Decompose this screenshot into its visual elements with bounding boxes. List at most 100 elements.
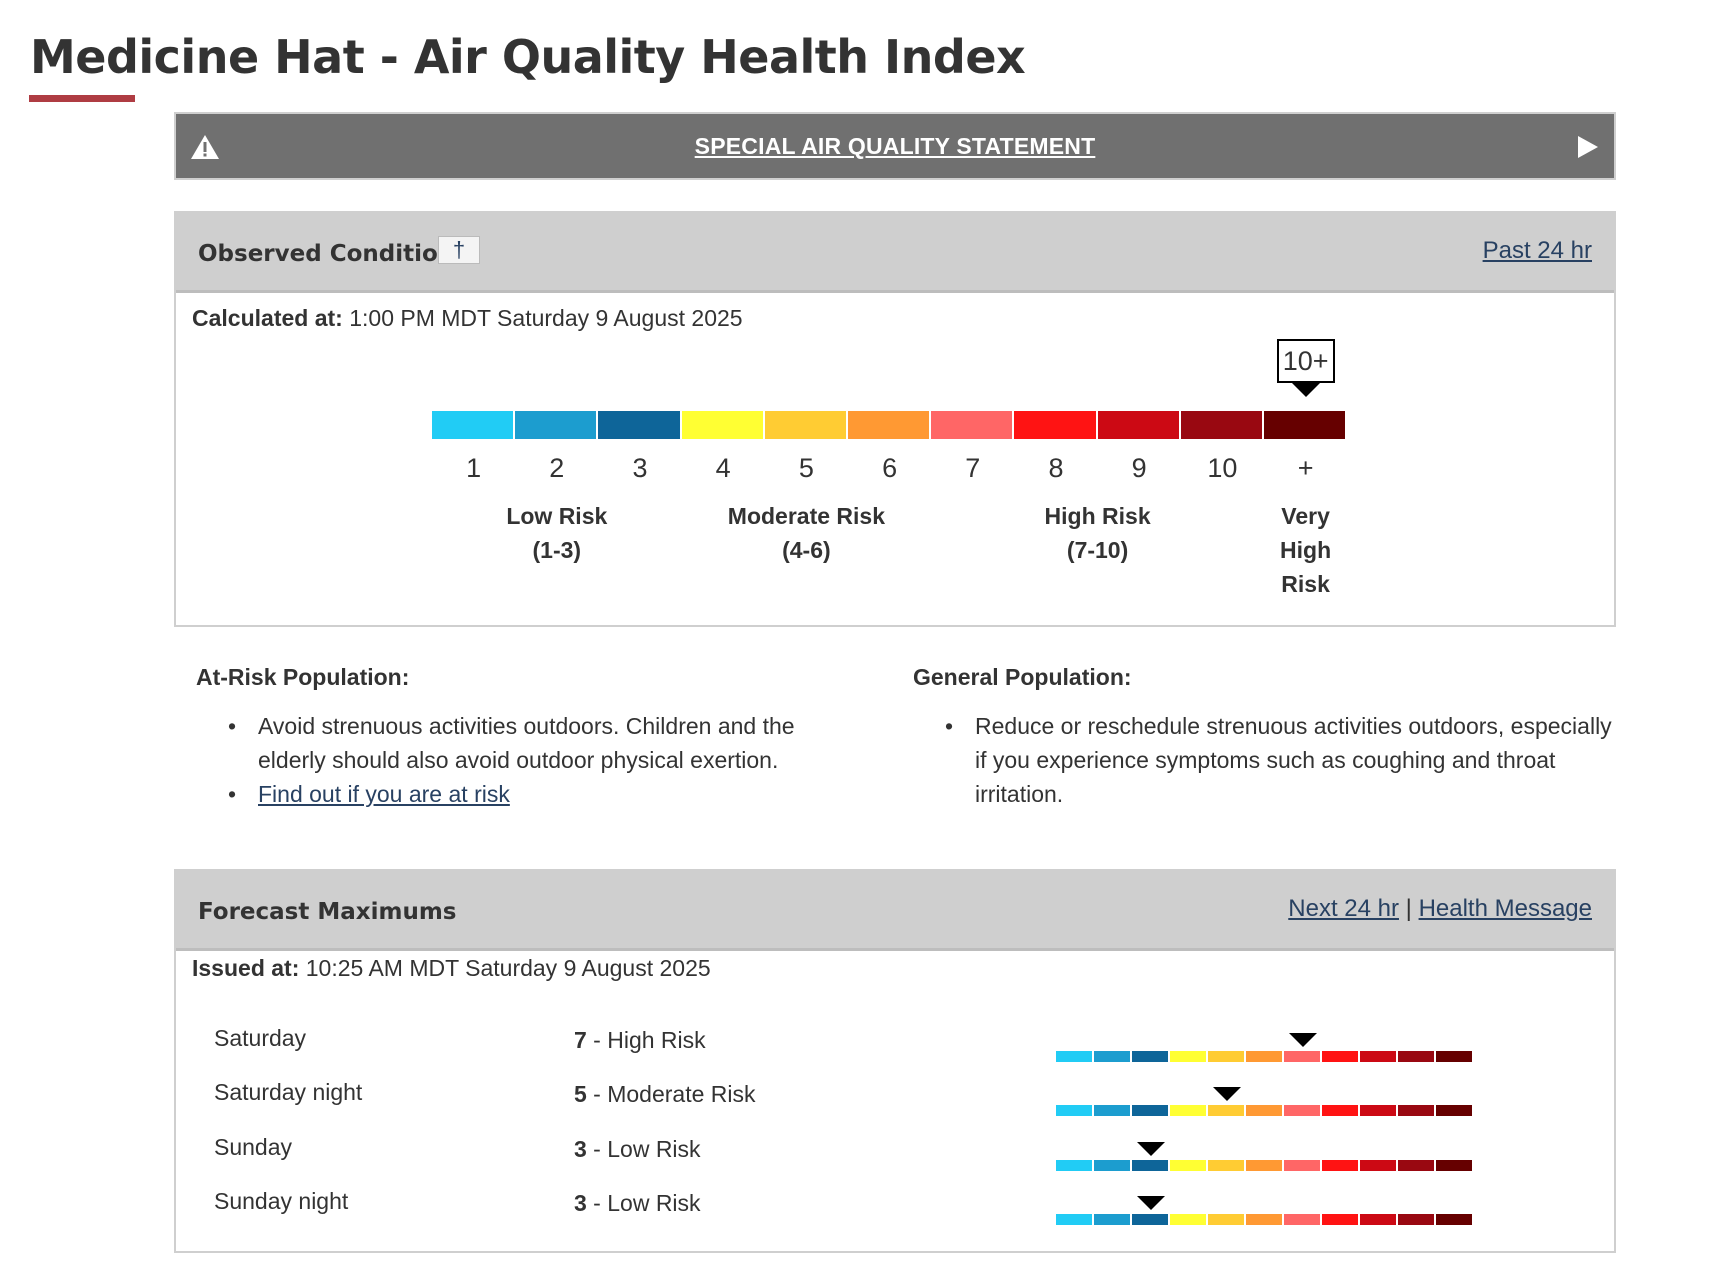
forecast-row: Sunday 3 - Low Risk [176, 1134, 1614, 1174]
play-icon[interactable] [1574, 134, 1600, 160]
scale-segment-9 [1097, 411, 1179, 439]
scale-tick: 5 [798, 453, 814, 483]
next-24hr-link[interactable]: Next 24 hr [1288, 895, 1399, 922]
forecast-row: Saturday 7 - High Risk [176, 1025, 1614, 1065]
special-statement-link[interactable]: SPECIAL AIR QUALITY STATEMENT [694, 132, 1096, 159]
forecast-scale-segment [1246, 1051, 1282, 1062]
scale-segment-10 [1180, 411, 1262, 439]
risk-label-line: Very [1281, 503, 1330, 529]
footnote-button[interactable]: † [438, 236, 480, 264]
issued-label: Issued at: [192, 955, 300, 981]
forecast-scale-segment [1360, 1051, 1396, 1062]
forecast-scale-segment [1056, 1214, 1092, 1225]
scale-segment-8 [1014, 411, 1096, 439]
forecast-scale-segment [1360, 1214, 1396, 1225]
forecast-risk: - High Risk [586, 1027, 706, 1053]
general-population: General Population: Reduce or reschedule… [913, 664, 1613, 811]
issued-value: 10:25 AM MDT Saturday 9 August 2025 [299, 955, 711, 981]
scale-tick: 9 [1131, 453, 1147, 483]
at-risk-list: Avoid strenuous activities outdoors. Chi… [196, 709, 856, 811]
health-message-link[interactable]: Health Message [1418, 895, 1592, 922]
forecast-scale-segment [1056, 1105, 1092, 1116]
forecast-index: 3 [574, 1190, 587, 1216]
special-statement-banner[interactable]: SPECIAL AIR QUALITY STATEMENT [174, 112, 1616, 180]
link-separator: | [1405, 895, 1412, 922]
risk-label-line: Moderate Risk [727, 503, 885, 529]
scale-tick: 6 [882, 453, 898, 483]
forecast-panel: Forecast Maximums Next 24 hr | Health Me… [174, 869, 1616, 1253]
forecast-scale-segment [1398, 1051, 1434, 1062]
forecast-scale-segment [1132, 1214, 1168, 1225]
forecast-scale-segment [1436, 1214, 1472, 1225]
calculated-value: 1:00 PM MDT Saturday 9 August 2025 [342, 305, 743, 331]
forecast-scale-segment [1322, 1214, 1358, 1225]
forecast-scale-segment [1208, 1160, 1244, 1171]
forecast-period: Saturday [214, 1025, 307, 1051]
observed-links: Past 24 hr [1483, 237, 1592, 265]
scale-segment-1 [432, 411, 514, 439]
forecast-row: Saturday night 5 - Moderate Risk [176, 1079, 1614, 1119]
aqhi-scale: 1 2 3 4 5 6 7 8 9 10 +10+ Low Risk (1-3) Moderate Ris… [176, 213, 1614, 625]
find-out-risk-link[interactable]: Find out if you are at risk [258, 781, 510, 807]
at-risk-population: At-Risk Population: Avoid strenuous acti… [196, 664, 856, 811]
title-underline [29, 95, 135, 102]
forecast-scale-segment [1094, 1214, 1130, 1225]
forecast-period: Sunday night [214, 1188, 349, 1214]
scale-segment-6 [848, 411, 930, 439]
forecast-links: Next 24 hr | Health Message [1288, 895, 1592, 923]
at-risk-heading: At-Risk Population: [196, 664, 410, 690]
forecast-scale-segment [1132, 1160, 1168, 1171]
forecast-scale-segment [1246, 1105, 1282, 1116]
at-risk-item: Avoid strenuous activities outdoors. Chi… [196, 709, 856, 777]
forecast-scale-segment [1094, 1105, 1130, 1116]
page-title: Medicine Hat - Air Quality Health Index [30, 30, 1026, 84]
current-marker-icon [1290, 382, 1321, 397]
scale-tick: + [1297, 453, 1314, 483]
observed-conditions-panel: Observed Conditions † Past 24 hr Calcula… [174, 211, 1616, 627]
forecast-scale-segment [1208, 1105, 1244, 1116]
risk-label-line: (7-10) [1066, 537, 1129, 563]
forecast-period: Saturday night [214, 1079, 363, 1105]
forecast-scale-segment [1398, 1214, 1434, 1225]
forecast-scale-segment [1132, 1105, 1168, 1116]
risk-category-label: Low Risk (1-3) [487, 499, 627, 567]
risk-label-line: (4-6) [782, 537, 831, 563]
forecast-scale-segment [1322, 1105, 1358, 1116]
forecast-scale-segment [1094, 1051, 1130, 1062]
scale-segment-7 [931, 411, 1013, 439]
risk-label-line: (1-3) [532, 537, 582, 563]
risk-label-line: Low Risk [506, 503, 608, 529]
forecast-value: 5 - Moderate Risk [574, 1081, 756, 1108]
scale-segment-3 [598, 411, 680, 439]
general-item: Reduce or reschedule strenuous activitie… [913, 709, 1613, 811]
forecast-value: 7 - High Risk [574, 1027, 706, 1054]
past-24hr-link[interactable]: Past 24 hr [1482, 237, 1592, 264]
risk-label-line: High Risk [1044, 503, 1151, 529]
scale-tick: 2 [549, 453, 565, 483]
observed-conditions-title: Observed Conditions [198, 241, 468, 267]
forecast-index: 5 [574, 1081, 587, 1107]
forecast-scale-segment [1246, 1214, 1282, 1225]
risk-category-label: Very High Risk [1266, 499, 1346, 601]
general-heading: General Population: [913, 664, 1132, 690]
forecast-scale-segment [1322, 1051, 1358, 1062]
calculated-at: Calculated at: 1:00 PM MDT Saturday 9 Au… [192, 305, 743, 332]
forecast-scale-segment [1208, 1214, 1244, 1225]
forecast-scale-segment [1056, 1051, 1092, 1062]
forecast-scale-segment [1170, 1051, 1206, 1062]
forecast-scale-segment [1398, 1105, 1434, 1116]
forecast-period: Sunday [214, 1134, 293, 1160]
forecast-marker-icon [1137, 1142, 1165, 1156]
forecast-scale-segment [1284, 1214, 1320, 1225]
scale-tick: 7 [965, 453, 981, 483]
risk-category-label: High Risk (7-10) [1018, 499, 1178, 567]
scale-segment-2 [515, 411, 597, 439]
scale-segment-5 [764, 411, 846, 439]
scale-tick: 4 [715, 453, 731, 483]
current-aqhi-value: 10+ [1276, 339, 1335, 383]
at-risk-link-item: Find out if you are at risk [196, 777, 856, 811]
scale-tick: 10 [1207, 453, 1238, 483]
scale-tick: 1 [466, 453, 482, 483]
forecast-scale-segment [1360, 1160, 1396, 1171]
forecast-value: 3 - Low Risk [574, 1190, 701, 1217]
